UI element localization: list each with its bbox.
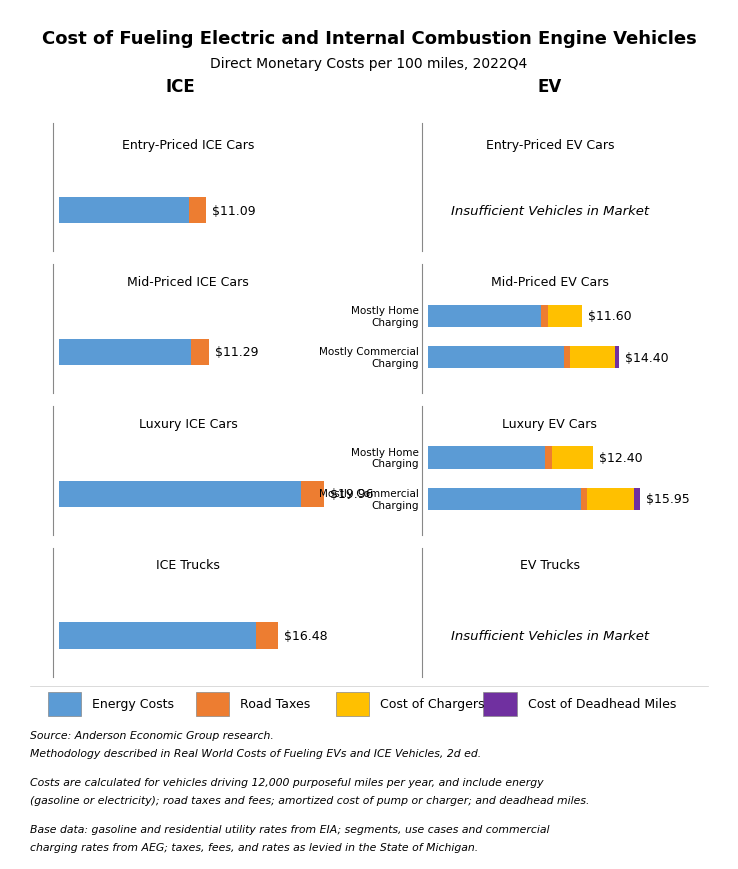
Text: Mostly Commercial
Charging: Mostly Commercial Charging [319, 488, 418, 510]
Text: $16.48: $16.48 [284, 629, 328, 642]
Text: Insufficient Vehicles in Market: Insufficient Vehicles in Market [451, 629, 649, 642]
FancyBboxPatch shape [59, 340, 191, 366]
FancyBboxPatch shape [255, 623, 278, 649]
Text: Methodology described in Real World Costs of Fueling EVs and ICE Vehicles, 2d ed: Methodology described in Real World Cost… [30, 748, 480, 758]
Text: $11.09: $11.09 [213, 204, 256, 217]
Text: $12.40: $12.40 [599, 452, 642, 465]
Text: EV: EV [538, 78, 562, 96]
Text: $11.29: $11.29 [215, 346, 258, 359]
FancyBboxPatch shape [59, 481, 301, 507]
FancyBboxPatch shape [336, 692, 369, 716]
FancyBboxPatch shape [191, 340, 209, 366]
FancyBboxPatch shape [551, 447, 593, 469]
Text: Entry-Priced EV Cars: Entry-Priced EV Cars [486, 139, 614, 152]
Text: $11.60: $11.60 [588, 310, 632, 323]
FancyBboxPatch shape [615, 347, 619, 369]
Text: Mostly Commercial
Charging: Mostly Commercial Charging [319, 347, 418, 368]
Text: $19.96: $19.96 [330, 488, 373, 501]
FancyBboxPatch shape [428, 488, 581, 511]
Text: Cost of Deadhead Miles: Cost of Deadhead Miles [528, 698, 676, 710]
FancyBboxPatch shape [570, 347, 615, 369]
FancyBboxPatch shape [301, 481, 324, 507]
FancyBboxPatch shape [581, 488, 587, 511]
Text: (gasoline or electricity); road taxes and fees; amortized cost of pump or charge: (gasoline or electricity); road taxes an… [30, 795, 589, 805]
FancyBboxPatch shape [428, 305, 541, 328]
FancyBboxPatch shape [48, 692, 81, 716]
Text: Direct Monetary Costs per 100 miles, 2022Q4: Direct Monetary Costs per 100 miles, 202… [210, 56, 528, 70]
Text: Luxury ICE Cars: Luxury ICE Cars [139, 417, 238, 430]
Text: Base data: gasoline and residential utility rates from EIA; segments, use cases : Base data: gasoline and residential util… [30, 824, 549, 833]
FancyBboxPatch shape [548, 305, 582, 328]
Text: Entry-Priced ICE Cars: Entry-Priced ICE Cars [122, 139, 255, 152]
FancyBboxPatch shape [59, 198, 189, 224]
Text: charging rates from AEG; taxes, fees, and rates as levied in the State of Michig: charging rates from AEG; taxes, fees, an… [30, 842, 477, 852]
Text: Luxury EV Cars: Luxury EV Cars [503, 417, 597, 430]
Text: Mid-Priced ICE Cars: Mid-Priced ICE Cars [128, 275, 249, 289]
FancyBboxPatch shape [545, 447, 551, 469]
Text: ICE Trucks: ICE Trucks [156, 559, 220, 572]
FancyBboxPatch shape [483, 692, 517, 716]
Text: Mostly Home
Charging: Mostly Home Charging [351, 306, 418, 328]
FancyBboxPatch shape [59, 623, 255, 649]
Text: Cost of Chargers: Cost of Chargers [380, 698, 485, 710]
Text: Insufficient Vehicles in Market: Insufficient Vehicles in Market [451, 204, 649, 217]
Text: Source: Anderson Economic Group research.: Source: Anderson Economic Group research… [30, 730, 273, 740]
Text: Costs are calculated for vehicles driving 12,000 purposeful miles per year, and : Costs are calculated for vehicles drivin… [30, 777, 543, 786]
Text: ICE: ICE [166, 78, 196, 96]
FancyBboxPatch shape [587, 488, 634, 511]
Text: Road Taxes: Road Taxes [240, 698, 310, 710]
FancyBboxPatch shape [541, 305, 548, 328]
Text: Energy Costs: Energy Costs [92, 698, 174, 710]
Text: EV Trucks: EV Trucks [520, 559, 580, 572]
FancyBboxPatch shape [196, 692, 229, 716]
Text: Mostly Home
Charging: Mostly Home Charging [351, 448, 418, 469]
FancyBboxPatch shape [428, 347, 564, 369]
Text: $14.40: $14.40 [625, 351, 669, 364]
Text: Cost of Fueling Electric and Internal Combustion Engine Vehicles: Cost of Fueling Electric and Internal Co… [41, 30, 697, 48]
Text: $15.95: $15.95 [646, 493, 689, 506]
FancyBboxPatch shape [634, 488, 640, 511]
FancyBboxPatch shape [428, 447, 545, 469]
FancyBboxPatch shape [564, 347, 570, 369]
FancyBboxPatch shape [189, 198, 207, 224]
Text: Mid-Priced EV Cars: Mid-Priced EV Cars [491, 275, 609, 289]
